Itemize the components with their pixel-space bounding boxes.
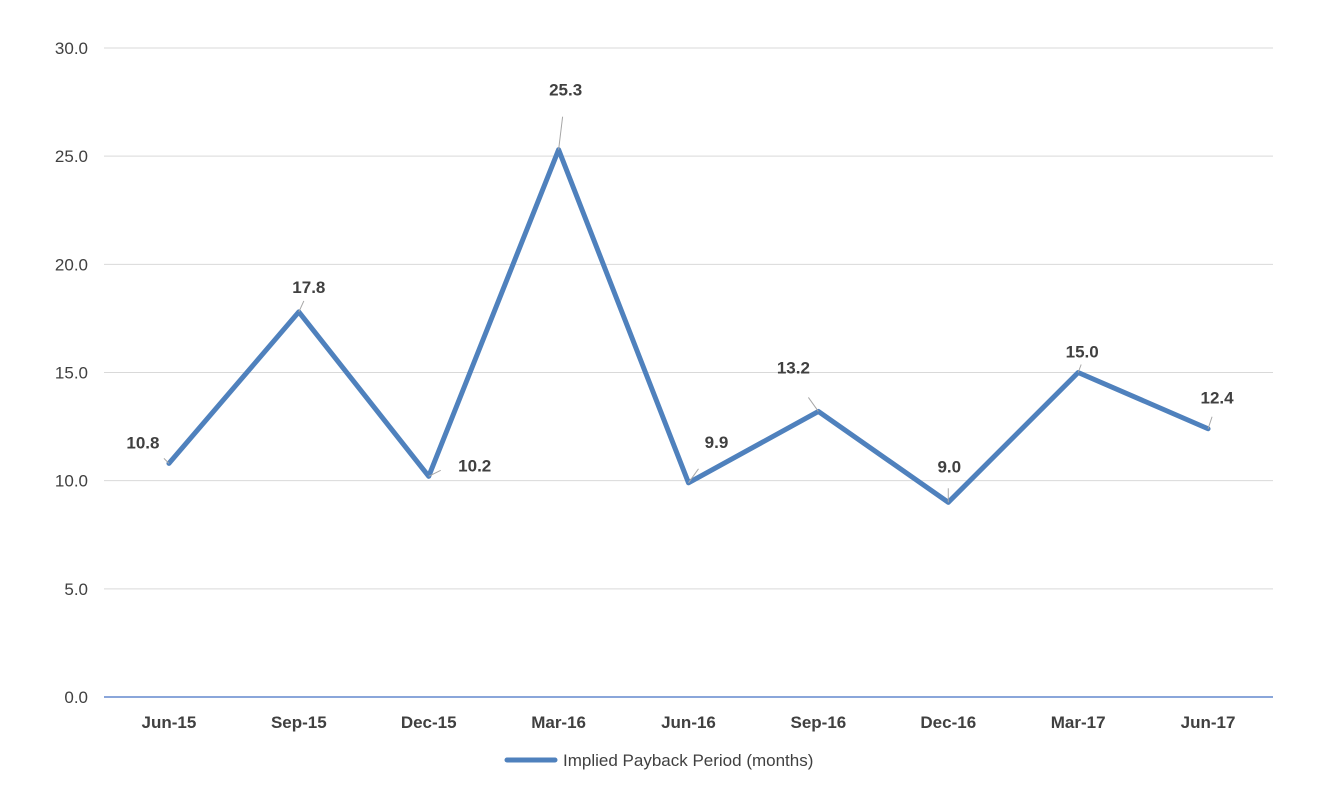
x-axis-tick-labels: Jun-15 Sep-15 Dec-15 Mar-16 Jun-16 Sep-16 Dec-…: [142, 713, 1236, 732]
data-label: 13.2: [777, 358, 810, 377]
x-tick-label: Mar-17: [1051, 713, 1106, 732]
data-label: 10.8: [126, 433, 159, 452]
legend: Implied Payback Period (months): [504, 751, 813, 770]
data-label: 10.2: [458, 456, 491, 475]
data-label: 17.8: [292, 278, 325, 297]
data-label: 15.0: [1066, 343, 1099, 362]
leader-line: [428, 469, 441, 477]
leader-line: [1077, 364, 1082, 373]
x-tick-label: Sep-15: [271, 713, 327, 732]
series-line: [166, 147, 1211, 505]
data-label: 9.0: [937, 457, 961, 476]
x-tick-label: Jun-17: [1181, 713, 1236, 732]
data-label: 12.4: [1201, 389, 1235, 408]
grid-lines: [104, 47, 1273, 590]
y-tick-label: 20.0: [55, 255, 88, 274]
data-label: 9.9: [705, 433, 729, 452]
data-label-leader-lines: [163, 116, 1213, 503]
x-tick-label: Jun-16: [661, 713, 716, 732]
x-tick-label: Dec-15: [401, 713, 457, 732]
leader-line: [558, 116, 564, 150]
leader-line: [688, 468, 699, 484]
y-tick-label: 15.0: [55, 364, 88, 383]
x-tick-label: Jun-15: [142, 713, 197, 732]
leader-line: [163, 458, 170, 464]
data-label: 25.3: [549, 81, 582, 100]
y-tick-label: 30.0: [55, 39, 88, 58]
y-axis-tick-labels: 0.0 5.0 10.0 15.0 20.0 25.0 30.0: [55, 39, 88, 707]
x-tick-label: Sep-16: [791, 713, 847, 732]
leader-line: [298, 300, 305, 313]
leader-line: [1207, 416, 1213, 429]
y-tick-label: 10.0: [55, 472, 88, 491]
leader-line: [807, 397, 819, 412]
legend-label: Implied Payback Period (months): [563, 751, 813, 770]
y-tick-label: 5.0: [64, 580, 88, 599]
x-tick-label: Dec-16: [920, 713, 976, 732]
x-tick-label: Mar-16: [531, 713, 586, 732]
y-tick-label: 0.0: [64, 688, 88, 707]
series-group: [166, 147, 1211, 505]
data-labels: 10.8 17.8 10.2 25.3 9.9 13.2 9.0 15.0 12.4: [126, 81, 1234, 477]
y-tick-label: 25.0: [55, 147, 88, 166]
